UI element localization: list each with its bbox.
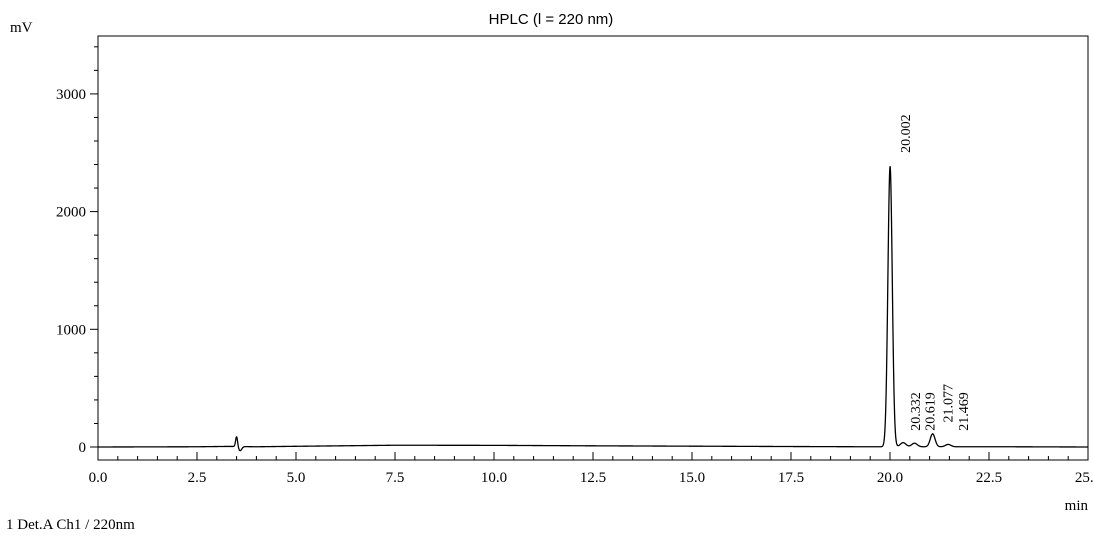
y-tick-label: 3000: [56, 87, 86, 103]
peak-label: 20.332: [909, 392, 924, 431]
y-tick-label: 0: [79, 440, 87, 456]
peak-label: 21.469: [957, 392, 972, 431]
x-tick-label: 12.5: [580, 470, 606, 486]
peak-label: 20.619: [924, 392, 939, 431]
peak-label: 20.002: [899, 114, 914, 153]
plot-area: 0.0 2.5 5.0 7.5 10.0 12.5 15.0 17.5 20.0 22.5 25.0…: [56, 35, 1093, 486]
x-axis-label: min: [1065, 498, 1089, 514]
y-tick-label: 2000: [56, 205, 86, 221]
chart-title: HPLC (l = 220 nm): [489, 11, 614, 28]
y-tick-label: 1000: [56, 322, 86, 338]
plot-frame: [97, 35, 1089, 461]
peak-label: 21.077: [942, 384, 957, 423]
x-tick-label: 0.0: [89, 470, 108, 486]
detector-footer: 1 Det.A Ch1 / 220nm: [6, 517, 135, 533]
x-tick-label: 17.5: [778, 470, 804, 486]
x-tick-label: 10.0: [481, 470, 507, 486]
x-tick-label: 22.5: [976, 470, 1002, 486]
x-tick-label: 2.5: [188, 470, 207, 486]
x-tick-label: 7.5: [386, 470, 405, 486]
y-axis-label: mV: [10, 20, 33, 36]
x-tick-label: 5.0: [287, 470, 306, 486]
chromatogram-trace: [98, 166, 1088, 452]
x-tick-label: 20.0: [877, 470, 903, 486]
x-tick-label: 25.0: [1075, 470, 1093, 486]
x-tick-label: 15.0: [679, 470, 705, 486]
